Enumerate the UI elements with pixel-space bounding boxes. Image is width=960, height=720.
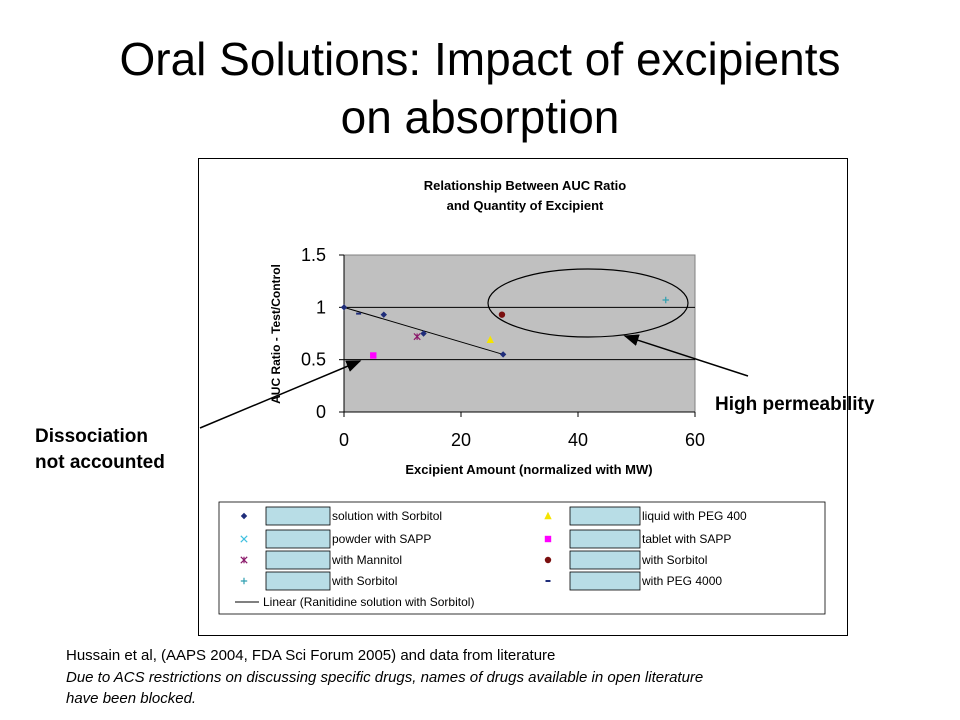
legend-marker-star — [240, 556, 248, 564]
x-axis-label: Excipient Amount (normalized with MW) — [405, 462, 652, 477]
dissociation-annotation-line1: Dissociation — [35, 426, 148, 447]
slide-title-line1: Oral Solutions: Impact of excipients — [119, 33, 841, 85]
legend-redaction-box — [569, 550, 641, 570]
legend-marker-plus — [240, 577, 248, 585]
legend-label: with Sorbitol — [331, 574, 397, 588]
legend-marker-diamond — [240, 512, 248, 520]
legend-redaction-box — [265, 506, 331, 526]
y-tick-label: 1 — [316, 297, 326, 317]
data-point-square — [370, 352, 377, 359]
high-permeability-ellipse — [487, 268, 689, 338]
axis-layer: 0 0.5 1 1.5 0 20 40 60 — [301, 245, 705, 450]
legend-label: solution with Sorbitol — [332, 509, 442, 523]
x-tick-label: 0 — [339, 430, 349, 450]
legend-marker-x — [240, 535, 248, 543]
y-tick-label: 0 — [316, 402, 326, 422]
chart-subtitle: and Quantity of Excipient — [447, 198, 604, 213]
footer-note-line1: Due to ACS restrictions on discussing sp… — [66, 669, 704, 686]
slide-title-line2: on absorption — [340, 91, 620, 143]
dissociation-annotation: Dissociation not accounted — [35, 424, 165, 476]
legend-marker-circle — [544, 556, 552, 564]
legend-marker-triangle — [544, 511, 552, 520]
data-point-diamond — [340, 304, 348, 311]
plot-area — [343, 254, 696, 413]
chart-title: Relationship Between AUC Ratio — [424, 178, 627, 193]
legend-redaction-box — [569, 529, 641, 549]
data-point-triangle — [486, 335, 494, 343]
legend-layer: solution with Sorbitol powder with SAPP wi… — [235, 506, 747, 603]
x-tick-label: 40 — [568, 430, 588, 450]
data-point-circle — [498, 311, 506, 318]
legend-label: with Sorbitol — [641, 553, 707, 567]
y-axis-label: AUC Ratio - Test/Control — [269, 264, 283, 404]
legend-label: powder with SAPP — [332, 532, 431, 546]
legend-label: with PEG 4000 — [641, 574, 722, 588]
legend-redaction-box — [265, 529, 331, 549]
footer-citation: Hussain et al, (AAPS 2004, FDA Sci Forum… — [66, 647, 556, 664]
legend-redaction-box — [265, 571, 331, 591]
data-point-diamond — [499, 351, 507, 358]
data-point-plus — [662, 296, 669, 304]
x-tick-label: 20 — [451, 430, 471, 450]
legend-redaction-box — [569, 506, 641, 526]
x-tick-label: 60 — [685, 430, 705, 450]
legend-redaction-box — [265, 550, 331, 570]
legend-label: with Mannitol — [331, 553, 402, 567]
data-point-diamond — [420, 330, 427, 337]
legend-marker-square — [544, 535, 552, 543]
y-tick-label: 0.5 — [301, 350, 326, 370]
high-permeability-annotation: High permeability — [715, 394, 875, 415]
slide-title: Oral Solutions: Impact of excipients on … — [0, 30, 960, 146]
legend-redaction-box — [569, 571, 641, 591]
footer-note-line2: have been blocked. — [66, 690, 197, 707]
legend-trend-label: Linear (Ranitidine solution with Sorbito… — [263, 595, 474, 609]
data-point-star — [413, 333, 421, 341]
legend-label: liquid with PEG 400 — [642, 509, 747, 523]
legend-label: tablet with SAPP — [642, 532, 731, 546]
scatter-chart: Relationship Between AUC Ratio and Quant… — [218, 178, 826, 615]
dissociation-annotation-line2: not accounted — [35, 452, 165, 473]
y-tick-label: 1.5 — [301, 245, 326, 265]
